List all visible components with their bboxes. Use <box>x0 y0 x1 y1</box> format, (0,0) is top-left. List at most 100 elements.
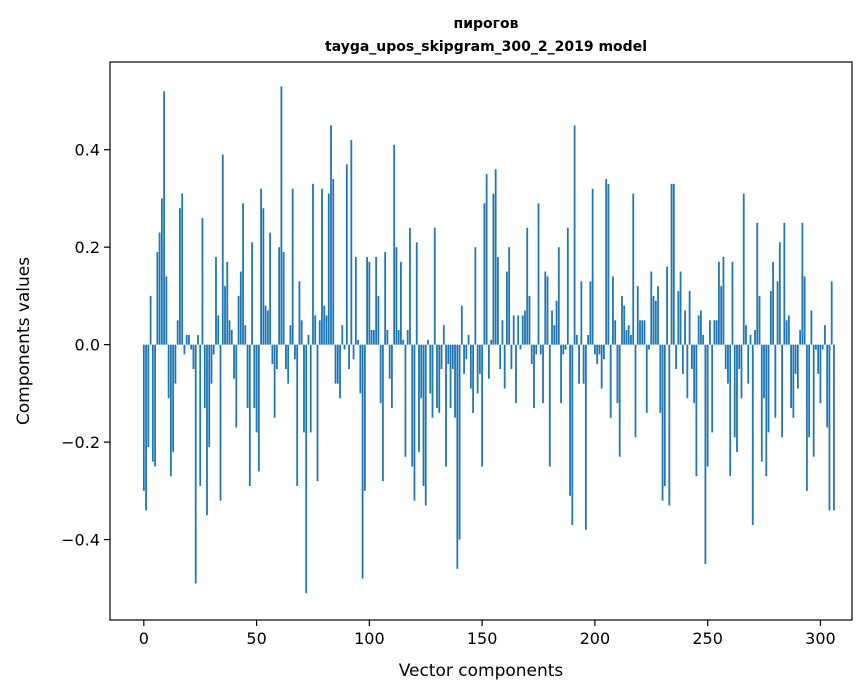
bar <box>215 256 217 345</box>
bar <box>751 344 754 525</box>
bar <box>442 325 445 345</box>
bar <box>785 320 788 345</box>
bars-group <box>142 86 835 594</box>
bar <box>812 344 815 457</box>
bar <box>661 344 664 501</box>
bar <box>715 320 718 345</box>
plot-area-frame <box>109 61 853 621</box>
bar <box>542 344 544 404</box>
y-tick-label: 0.2 <box>75 238 100 257</box>
bar <box>763 344 765 399</box>
bar <box>400 261 402 345</box>
x-axis-ticks: 0 50 100 150 200 250 300 <box>139 620 836 648</box>
bar <box>406 330 409 345</box>
bar <box>684 310 686 345</box>
bar <box>666 266 668 345</box>
bar <box>643 320 646 345</box>
bar <box>151 344 154 462</box>
bar <box>805 344 808 491</box>
bar <box>555 300 558 345</box>
bar <box>478 344 481 374</box>
bar <box>325 315 328 345</box>
bar <box>803 276 806 345</box>
bar <box>528 295 531 345</box>
bar <box>427 339 429 345</box>
bar <box>600 344 603 389</box>
bar <box>248 344 251 486</box>
bar <box>672 183 675 345</box>
bar <box>530 344 533 365</box>
bar <box>688 291 691 345</box>
bar <box>801 222 804 345</box>
bar <box>693 344 696 404</box>
bar <box>724 344 727 370</box>
bar <box>456 344 459 569</box>
bar <box>372 330 375 345</box>
bar <box>742 193 745 345</box>
bar <box>266 310 269 345</box>
bar <box>492 193 495 345</box>
bar <box>760 344 763 462</box>
bar <box>316 344 319 482</box>
bar <box>303 344 305 433</box>
bar <box>778 242 781 345</box>
bar <box>519 344 522 350</box>
bar <box>824 325 826 345</box>
bar <box>388 344 391 379</box>
bar <box>212 344 215 355</box>
bar <box>420 344 423 399</box>
bar <box>675 344 677 370</box>
bar <box>787 315 790 345</box>
bar <box>618 344 621 457</box>
bar <box>206 344 208 516</box>
bar <box>497 256 499 345</box>
bar <box>363 344 366 491</box>
bar <box>314 315 317 345</box>
bar <box>713 320 716 345</box>
bar <box>330 125 332 345</box>
bar <box>503 344 506 389</box>
bar <box>339 344 341 399</box>
bar <box>690 344 693 370</box>
bar <box>300 320 303 345</box>
bar <box>359 344 362 394</box>
bar <box>287 344 290 384</box>
bar <box>591 188 594 345</box>
bar <box>384 252 387 345</box>
bar <box>280 86 283 345</box>
bar <box>641 320 644 345</box>
bar <box>424 344 427 506</box>
bar <box>237 295 240 345</box>
bar <box>781 344 783 438</box>
bar <box>183 344 186 355</box>
bar <box>188 334 190 345</box>
bar <box>796 344 799 389</box>
bar <box>790 344 792 409</box>
bar <box>436 344 438 409</box>
bar <box>657 286 659 345</box>
bar <box>706 344 709 467</box>
bar <box>539 344 542 355</box>
bar <box>422 344 425 486</box>
bar <box>747 344 750 384</box>
bar <box>686 344 689 399</box>
bar <box>677 291 680 345</box>
bar <box>447 344 450 365</box>
bar <box>343 344 346 350</box>
bar <box>612 276 614 345</box>
bar <box>458 344 461 540</box>
bar <box>149 295 152 345</box>
chart-title-group: пирогов tayga_upos_skipgram_300_2_2019 m… <box>325 16 647 55</box>
bar <box>262 208 265 345</box>
bar <box>695 344 698 477</box>
bar <box>197 334 199 345</box>
bar <box>296 344 299 486</box>
bar <box>357 339 359 345</box>
x-tick-label: 150 <box>467 629 498 648</box>
bar <box>154 344 156 467</box>
bar <box>639 320 641 345</box>
bar <box>269 232 272 345</box>
bar <box>438 344 441 413</box>
bar <box>476 344 479 394</box>
